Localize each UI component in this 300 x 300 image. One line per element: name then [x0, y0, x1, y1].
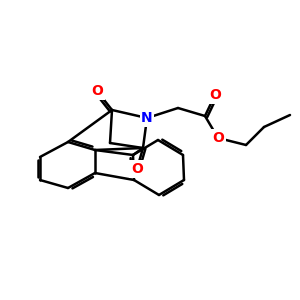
Text: O: O [212, 131, 224, 145]
Text: O: O [131, 162, 143, 176]
Text: O: O [91, 84, 103, 98]
Text: O: O [209, 88, 221, 102]
Text: N: N [141, 111, 153, 125]
